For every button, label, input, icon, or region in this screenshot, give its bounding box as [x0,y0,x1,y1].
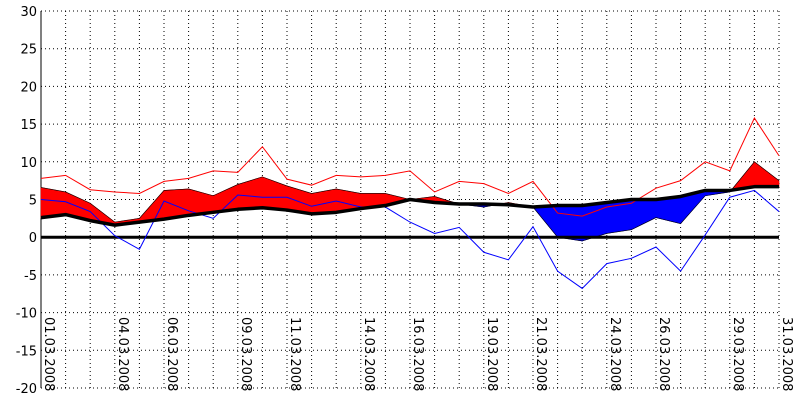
y-tick-label: -20 [16,382,37,397]
x-tick-label: 01.03.2008 [41,317,56,391]
y-tick-label: 5 [29,194,37,209]
y-tick-label: 15 [20,118,37,133]
x-tick-label: 19.03.2008 [484,317,499,391]
series-lines [40,117,780,290]
y-tick-label: 25 [20,43,37,58]
x-tick-label: 24.03.2008 [607,317,622,391]
x-tick-label: 29.03.2008 [730,317,745,391]
x-tick-label: 04.03.2008 [115,317,130,391]
max-line [40,117,780,217]
y-tick-label: 10 [20,156,37,171]
y-tick-label: 20 [20,80,37,95]
x-tick-label: 26.03.2008 [656,317,671,391]
x-tick-label: 31.03.2008 [779,317,794,391]
y-axis-ticks: -20 -15 -10 -5 0 5 10 15 20 25 30 [16,5,37,397]
y-tick-label: 0 [29,231,37,246]
area-above-segment [754,161,780,187]
x-tick-label: 16.03.2008 [410,317,425,391]
y-tick-label: 30 [20,5,37,20]
area-below-segment [557,205,583,242]
x-axis-ticks: 01.03.2008 04.03.2008 06.03.2008 09.03.2008… [41,317,794,391]
x-tick-label: 14.03.2008 [361,317,376,391]
area-above-segment [237,176,263,210]
area-below-segment [606,199,632,234]
x-tick-label: 21.03.2008 [533,317,548,391]
area-above-segment [139,189,165,223]
area-above-segment [40,187,66,218]
area-above-segment [262,176,288,211]
x-tick-label: 11.03.2008 [287,317,302,391]
baseline-line [40,184,779,227]
x-tick-label: 06.03.2008 [164,317,179,391]
min-line [40,189,780,290]
y-tick-label: -15 [16,344,37,359]
x-tick-label: 09.03.2008 [238,317,253,391]
deviation-fill [40,160,780,242]
y-tick-label: -5 [24,269,37,284]
y-tick-label: -10 [16,307,37,322]
area-below-segment [631,199,657,231]
